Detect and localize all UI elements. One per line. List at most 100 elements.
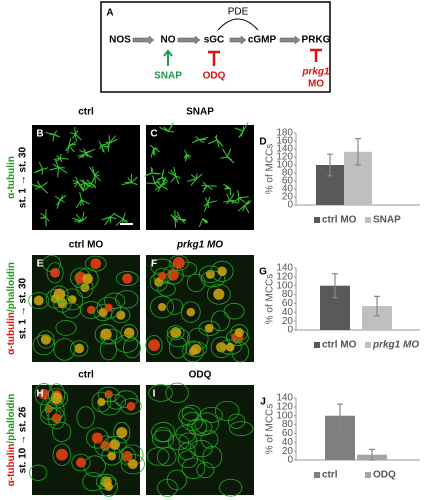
- y-tick-label: 60: [282, 298, 294, 309]
- cell-outline: [28, 292, 50, 310]
- legend-swatch: [365, 217, 371, 223]
- cell-outline: [46, 262, 64, 284]
- label: MO: [308, 79, 324, 90]
- mcc: [40, 334, 52, 345]
- cilia: [40, 212, 46, 218]
- y-tick-label: 80: [282, 168, 294, 179]
- y-tick-label: 120: [276, 152, 293, 163]
- mcc: [67, 295, 77, 304]
- cilia: [174, 218, 179, 223]
- cilia: [223, 200, 230, 203]
- y-tick-label: 160: [276, 136, 293, 147]
- label: NOS: [109, 35, 131, 46]
- cilia: [199, 136, 209, 141]
- cilia: [237, 189, 240, 199]
- mcc: [51, 413, 62, 424]
- arrow: [279, 35, 301, 45]
- label: st. 10 → st. 26: [18, 406, 29, 473]
- cell-outline: [120, 453, 145, 475]
- cilia: [160, 181, 168, 187]
- legend-label: ctrl MO: [322, 215, 357, 226]
- cilia: [36, 168, 43, 172]
- mcc: [204, 323, 214, 333]
- cilia: [36, 180, 42, 188]
- cilia: [94, 174, 101, 182]
- legend-swatch: [314, 342, 320, 348]
- mcc: [91, 432, 103, 444]
- mcc: [90, 258, 102, 270]
- cell-outline: [156, 447, 177, 467]
- cell-outline: [102, 436, 127, 453]
- cilia: [190, 174, 197, 180]
- y-tick-label: 0: [287, 200, 293, 211]
- mcc: [186, 307, 196, 317]
- cilia: [84, 151, 89, 155]
- cilia: [86, 179, 92, 185]
- cell-outline: [32, 334, 55, 356]
- cilia: [68, 143, 77, 147]
- cilia: [170, 175, 177, 183]
- cilia: [106, 143, 110, 149]
- cell-outline: [166, 325, 185, 341]
- arrow: [177, 35, 201, 45]
- error-bar: [327, 153, 333, 177]
- cilia: [74, 127, 76, 135]
- y-tick-label: 140: [276, 263, 293, 274]
- cell-outline: [113, 421, 131, 444]
- stain-part: /phalloidin: [6, 262, 17, 312]
- cell-outline: [223, 302, 245, 320]
- cilia: [79, 153, 85, 158]
- cilia: [175, 175, 180, 185]
- legend-label: ctrl: [322, 470, 338, 481]
- cilia: [198, 139, 205, 144]
- stain-part: α-tubulin: [6, 444, 17, 487]
- y-tick-label: 40: [282, 184, 294, 195]
- cilia: [80, 199, 82, 206]
- mcc: [213, 288, 225, 300]
- y-tick-label: 80: [282, 419, 294, 430]
- cell-outline: [181, 457, 206, 479]
- cilia: [175, 175, 181, 179]
- cilia: [238, 197, 246, 203]
- label: H: [36, 389, 43, 400]
- cell-outline: [206, 283, 231, 305]
- y-tick-label: 0: [287, 455, 293, 466]
- error-bar: [374, 295, 380, 317]
- cilia: [163, 126, 169, 132]
- cilia: [65, 145, 70, 152]
- cilia: [244, 200, 250, 206]
- cell-outline: [76, 406, 95, 429]
- cilia: [59, 153, 62, 159]
- legend-label: SNAP: [373, 215, 401, 226]
- cilia: [84, 183, 92, 191]
- mcc: [97, 397, 106, 407]
- cilia: [58, 167, 68, 174]
- label: D: [259, 137, 266, 148]
- label: ctrl: [78, 107, 94, 118]
- mcc: [104, 303, 113, 312]
- label: st. 1 → st. 30: [18, 146, 29, 208]
- cilia: [74, 133, 77, 142]
- cilia: [237, 204, 246, 212]
- cell-outline: [200, 430, 219, 449]
- mcc: [122, 273, 133, 284]
- micrograph: [31, 125, 140, 230]
- image-bg: [32, 125, 140, 230]
- micrograph: [145, 254, 254, 363]
- cell-outline: [53, 338, 76, 361]
- cell-outline: [151, 422, 176, 443]
- cell-outline: [62, 302, 81, 319]
- cilia: [54, 159, 60, 168]
- label: PDE: [228, 7, 249, 18]
- cell-outline: [114, 334, 139, 353]
- cilia: [99, 145, 102, 150]
- micrograph: [146, 382, 254, 497]
- mcc: [104, 390, 113, 399]
- cilia: [195, 136, 200, 141]
- cilia: [190, 178, 197, 186]
- y-axis-label: % of MCCs: [265, 144, 276, 195]
- mcc: [104, 482, 113, 491]
- cell-outline: [230, 324, 249, 341]
- arrow: [229, 35, 247, 45]
- label: sGC: [204, 35, 225, 46]
